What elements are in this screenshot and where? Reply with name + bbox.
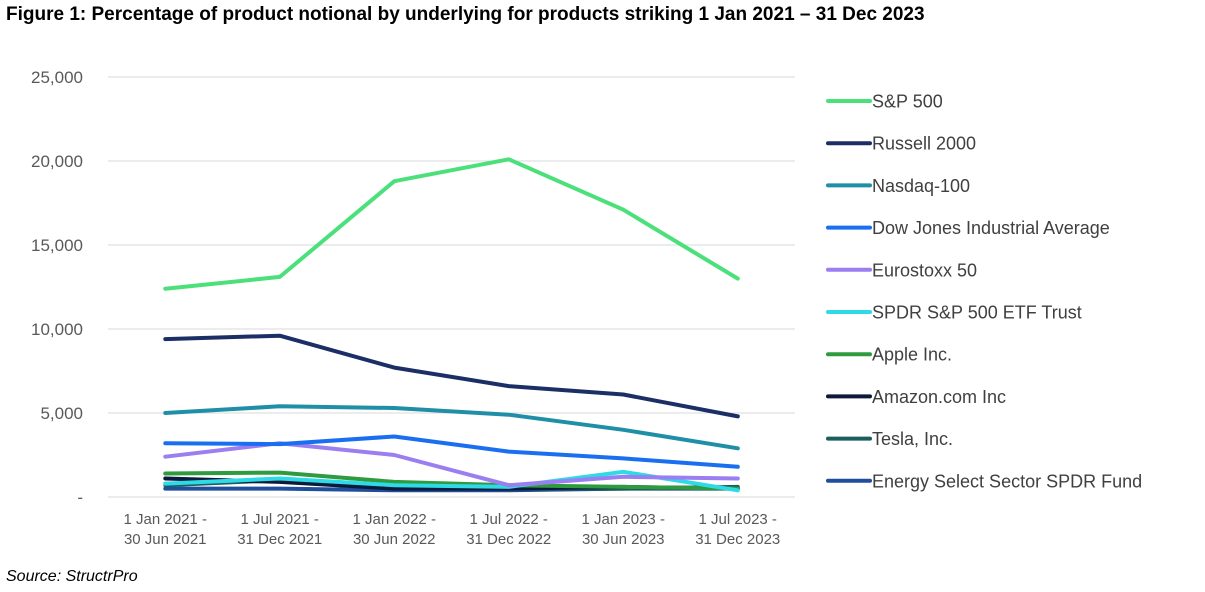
x-tick-label: 1 Jan 2021 - 30 Jun 2021 bbox=[124, 511, 207, 548]
legend-label-russell-2000: Russell 2000 bbox=[872, 134, 976, 154]
y-tick-label: 5,000 bbox=[40, 404, 83, 423]
x-tick-label-line: 30 Jun 2023 bbox=[582, 531, 665, 548]
x-tick-label: 1 Jul 2021 - 31 Dec 2021 bbox=[237, 511, 322, 548]
series-line-dow-jones-industrial-average bbox=[163, 434, 740, 469]
legend-label-energy-select-sector-spdr-fund: Energy Select Sector SPDR Fund bbox=[872, 471, 1142, 491]
x-tick-label-line: 31 Dec 2022 bbox=[466, 531, 551, 548]
y-tick-label: 20,000 bbox=[31, 152, 83, 171]
gridlines bbox=[108, 76, 795, 498]
legend-label-spdr-s-p-500-etf-trust: SPDR S&P 500 ETF Trust bbox=[872, 303, 1082, 323]
legend-label-s-p-500: S&P 500 bbox=[872, 92, 943, 112]
x-tick-label-line: 1 Jan 2022 - bbox=[353, 511, 436, 528]
x-tick-label-line: 30 Jun 2022 bbox=[353, 531, 436, 548]
series-line-nasdaq-100 bbox=[163, 404, 740, 451]
legend-label-nasdaq-100: Nasdaq-100 bbox=[872, 176, 970, 196]
x-tick-label-line: 1 Jul 2021 - bbox=[241, 511, 319, 528]
y-tick-label: - bbox=[77, 488, 83, 507]
x-tick-label: 1 Jan 2023 - 30 Jun 2023 bbox=[582, 511, 665, 548]
x-tick-label-line: 31 Dec 2023 bbox=[695, 531, 780, 548]
x-tick-label-line: 1 Jul 2023 - bbox=[699, 511, 777, 528]
series-lines bbox=[163, 157, 740, 493]
legend-label-eurostoxx-50: Eurostoxx 50 bbox=[872, 260, 977, 280]
series-line-apple-inc bbox=[163, 470, 740, 491]
x-tick-label-line: 1 Jan 2023 - bbox=[582, 511, 665, 528]
y-tick-label: 10,000 bbox=[31, 320, 83, 339]
y-axis-tick-labels: - 5,000 10,000 15,000 20,000 25,000 bbox=[31, 68, 83, 507]
series-line-spdr-s-p-500-etf-trust bbox=[163, 469, 740, 493]
x-tick-label-line: 31 Dec 2021 bbox=[237, 531, 322, 548]
legend-label-amazon-com-inc: Amazon.com Inc bbox=[872, 387, 1006, 407]
y-tick-label: 25,000 bbox=[31, 68, 83, 87]
y-tick-label: 15,000 bbox=[31, 236, 83, 255]
series-line-russell-2000 bbox=[163, 333, 740, 419]
legend-label-apple-inc: Apple Inc. bbox=[872, 345, 952, 365]
x-tick-label: 1 Jul 2022 - 31 Dec 2022 bbox=[466, 511, 551, 548]
x-tick-label: 1 Jan 2022 - 30 Jun 2022 bbox=[353, 511, 436, 548]
legend-label-dow-jones-industrial-average: Dow Jones Industrial Average bbox=[872, 218, 1110, 238]
x-tick-label-line: 30 Jun 2021 bbox=[124, 531, 207, 548]
x-tick-label: 1 Jul 2023 - 31 Dec 2023 bbox=[695, 511, 780, 548]
x-axis-tick-labels: 1 Jan 2021 - 30 Jun 2021 1 Jul 2021 - 31 De… bbox=[124, 511, 781, 548]
x-tick-label-line: 1 Jul 2022 - bbox=[470, 511, 548, 528]
legend: S&P 500 Russell 2000 Nasdaq-100 Dow Jones I… bbox=[826, 92, 1142, 491]
source-note: Source: StructrPro bbox=[6, 568, 138, 585]
chart-title: Figure 1: Percentage of product notional… bbox=[6, 4, 925, 25]
series-line-s-p-500 bbox=[163, 157, 740, 291]
x-tick-label-line: 1 Jan 2021 - bbox=[124, 511, 207, 528]
legend-label-tesla-inc: Tesla, Inc. bbox=[872, 429, 953, 449]
